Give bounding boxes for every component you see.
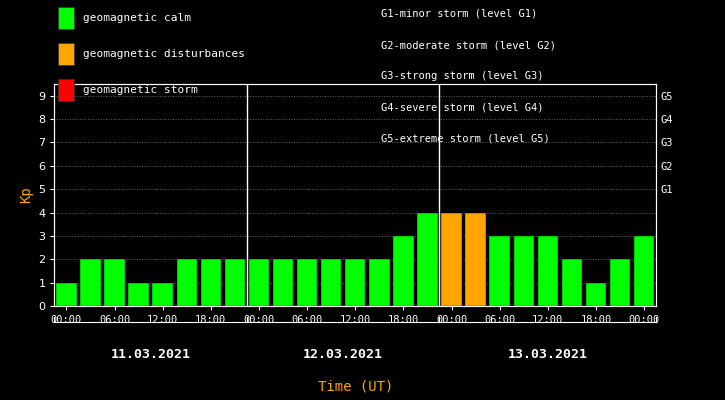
Bar — [442, 212, 462, 306]
Bar — [80, 259, 101, 306]
Bar — [393, 236, 414, 306]
Bar — [610, 259, 630, 306]
Text: Time (UT): Time (UT) — [318, 379, 393, 393]
Text: 11.03.2021: 11.03.2021 — [111, 348, 191, 360]
Bar — [417, 212, 438, 306]
Bar — [297, 259, 318, 306]
Text: G3-strong storm (level G3): G3-strong storm (level G3) — [381, 72, 543, 82]
Bar — [586, 283, 606, 306]
Bar — [513, 236, 534, 306]
Bar — [321, 259, 341, 306]
Bar — [201, 259, 221, 306]
Bar — [465, 212, 486, 306]
Bar — [176, 259, 197, 306]
Text: 13.03.2021: 13.03.2021 — [507, 348, 588, 360]
Bar — [634, 236, 655, 306]
Bar — [489, 236, 510, 306]
Y-axis label: Kp: Kp — [19, 187, 33, 203]
Bar — [369, 259, 389, 306]
Text: geomagnetic storm: geomagnetic storm — [83, 85, 197, 95]
Bar — [249, 259, 269, 306]
Text: G5-extreme storm (level G5): G5-extreme storm (level G5) — [381, 134, 550, 144]
Bar — [562, 259, 582, 306]
Text: G4-severe storm (level G4): G4-severe storm (level G4) — [381, 103, 543, 113]
Bar — [345, 259, 365, 306]
Bar — [56, 283, 77, 306]
Text: G1-minor storm (level G1): G1-minor storm (level G1) — [381, 9, 537, 19]
Bar — [537, 236, 558, 306]
Text: geomagnetic calm: geomagnetic calm — [83, 13, 191, 23]
Bar — [152, 283, 173, 306]
Bar — [273, 259, 294, 306]
Bar — [225, 259, 245, 306]
Bar — [104, 259, 125, 306]
Text: geomagnetic disturbances: geomagnetic disturbances — [83, 49, 244, 59]
Text: G2-moderate storm (level G2): G2-moderate storm (level G2) — [381, 40, 555, 50]
Text: 12.03.2021: 12.03.2021 — [303, 348, 384, 360]
Bar — [128, 283, 149, 306]
